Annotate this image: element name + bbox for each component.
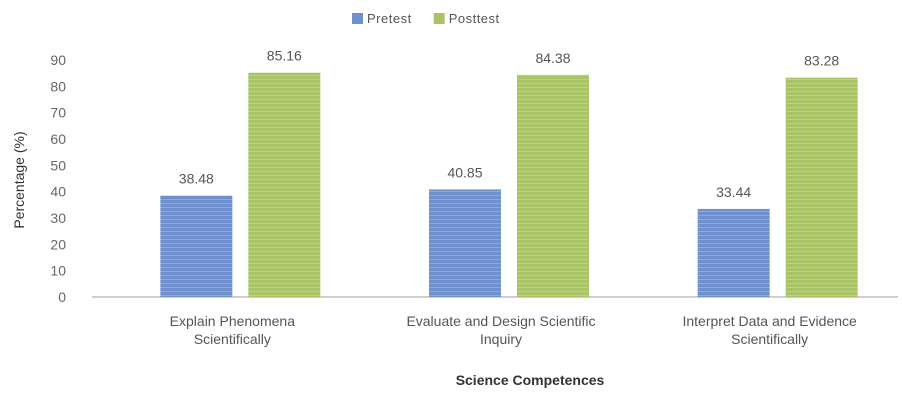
y-tick-label: 60: [50, 131, 66, 147]
legend: Pretest Posttest: [352, 11, 500, 26]
category-label: Evaluate and Design Scientific Inquiry: [406, 313, 595, 347]
y-tick-label: 10: [50, 263, 66, 279]
bar-pretest-0: [160, 195, 233, 297]
data-label-posttest-1: 84.38: [535, 50, 570, 66]
legend-label-pretest: Pretest: [367, 11, 412, 26]
data-label-pretest-0: 38.48: [179, 171, 214, 187]
y-tick-label: 40: [50, 184, 66, 200]
category-label: Interpret Data and Evidence Scientificall…: [682, 313, 857, 347]
y-tick-label: 20: [50, 236, 66, 252]
y-axis-title: Percentage (%): [11, 131, 27, 228]
bar-posttest-2: [785, 77, 858, 297]
y-tick-label: 70: [50, 105, 66, 121]
bar-pretest-1: [429, 189, 501, 297]
legend-label-posttest: Posttest: [449, 11, 500, 26]
y-tick-label: 50: [50, 157, 66, 173]
category-label: Explain Phenomena Scientifically: [170, 313, 296, 347]
data-label-posttest-0: 85.16: [267, 48, 302, 64]
x-axis-title: Science Competences: [456, 372, 605, 388]
y-tick-label: 30: [50, 210, 66, 226]
bar-posttest-0: [248, 72, 321, 297]
y-tick-label: 90: [50, 52, 66, 68]
bars: 38.48 40.85 33.44 85.16 84.38 83.28: [160, 48, 858, 297]
data-label-posttest-2: 83.28: [804, 53, 839, 69]
bar-pretest-2: [697, 208, 770, 297]
legend-swatch-pretest: [352, 13, 363, 24]
x-axis: Explain Phenomena Scientifically Evaluate …: [170, 313, 857, 347]
legend-swatch-posttest: [433, 13, 445, 24]
bar-posttest-1: [517, 74, 589, 297]
y-tick-label: 0: [58, 289, 66, 305]
y-tick-label: 80: [50, 78, 66, 94]
data-label-pretest-2: 33.44: [716, 184, 751, 200]
data-label-pretest-1: 40.85: [447, 164, 482, 180]
